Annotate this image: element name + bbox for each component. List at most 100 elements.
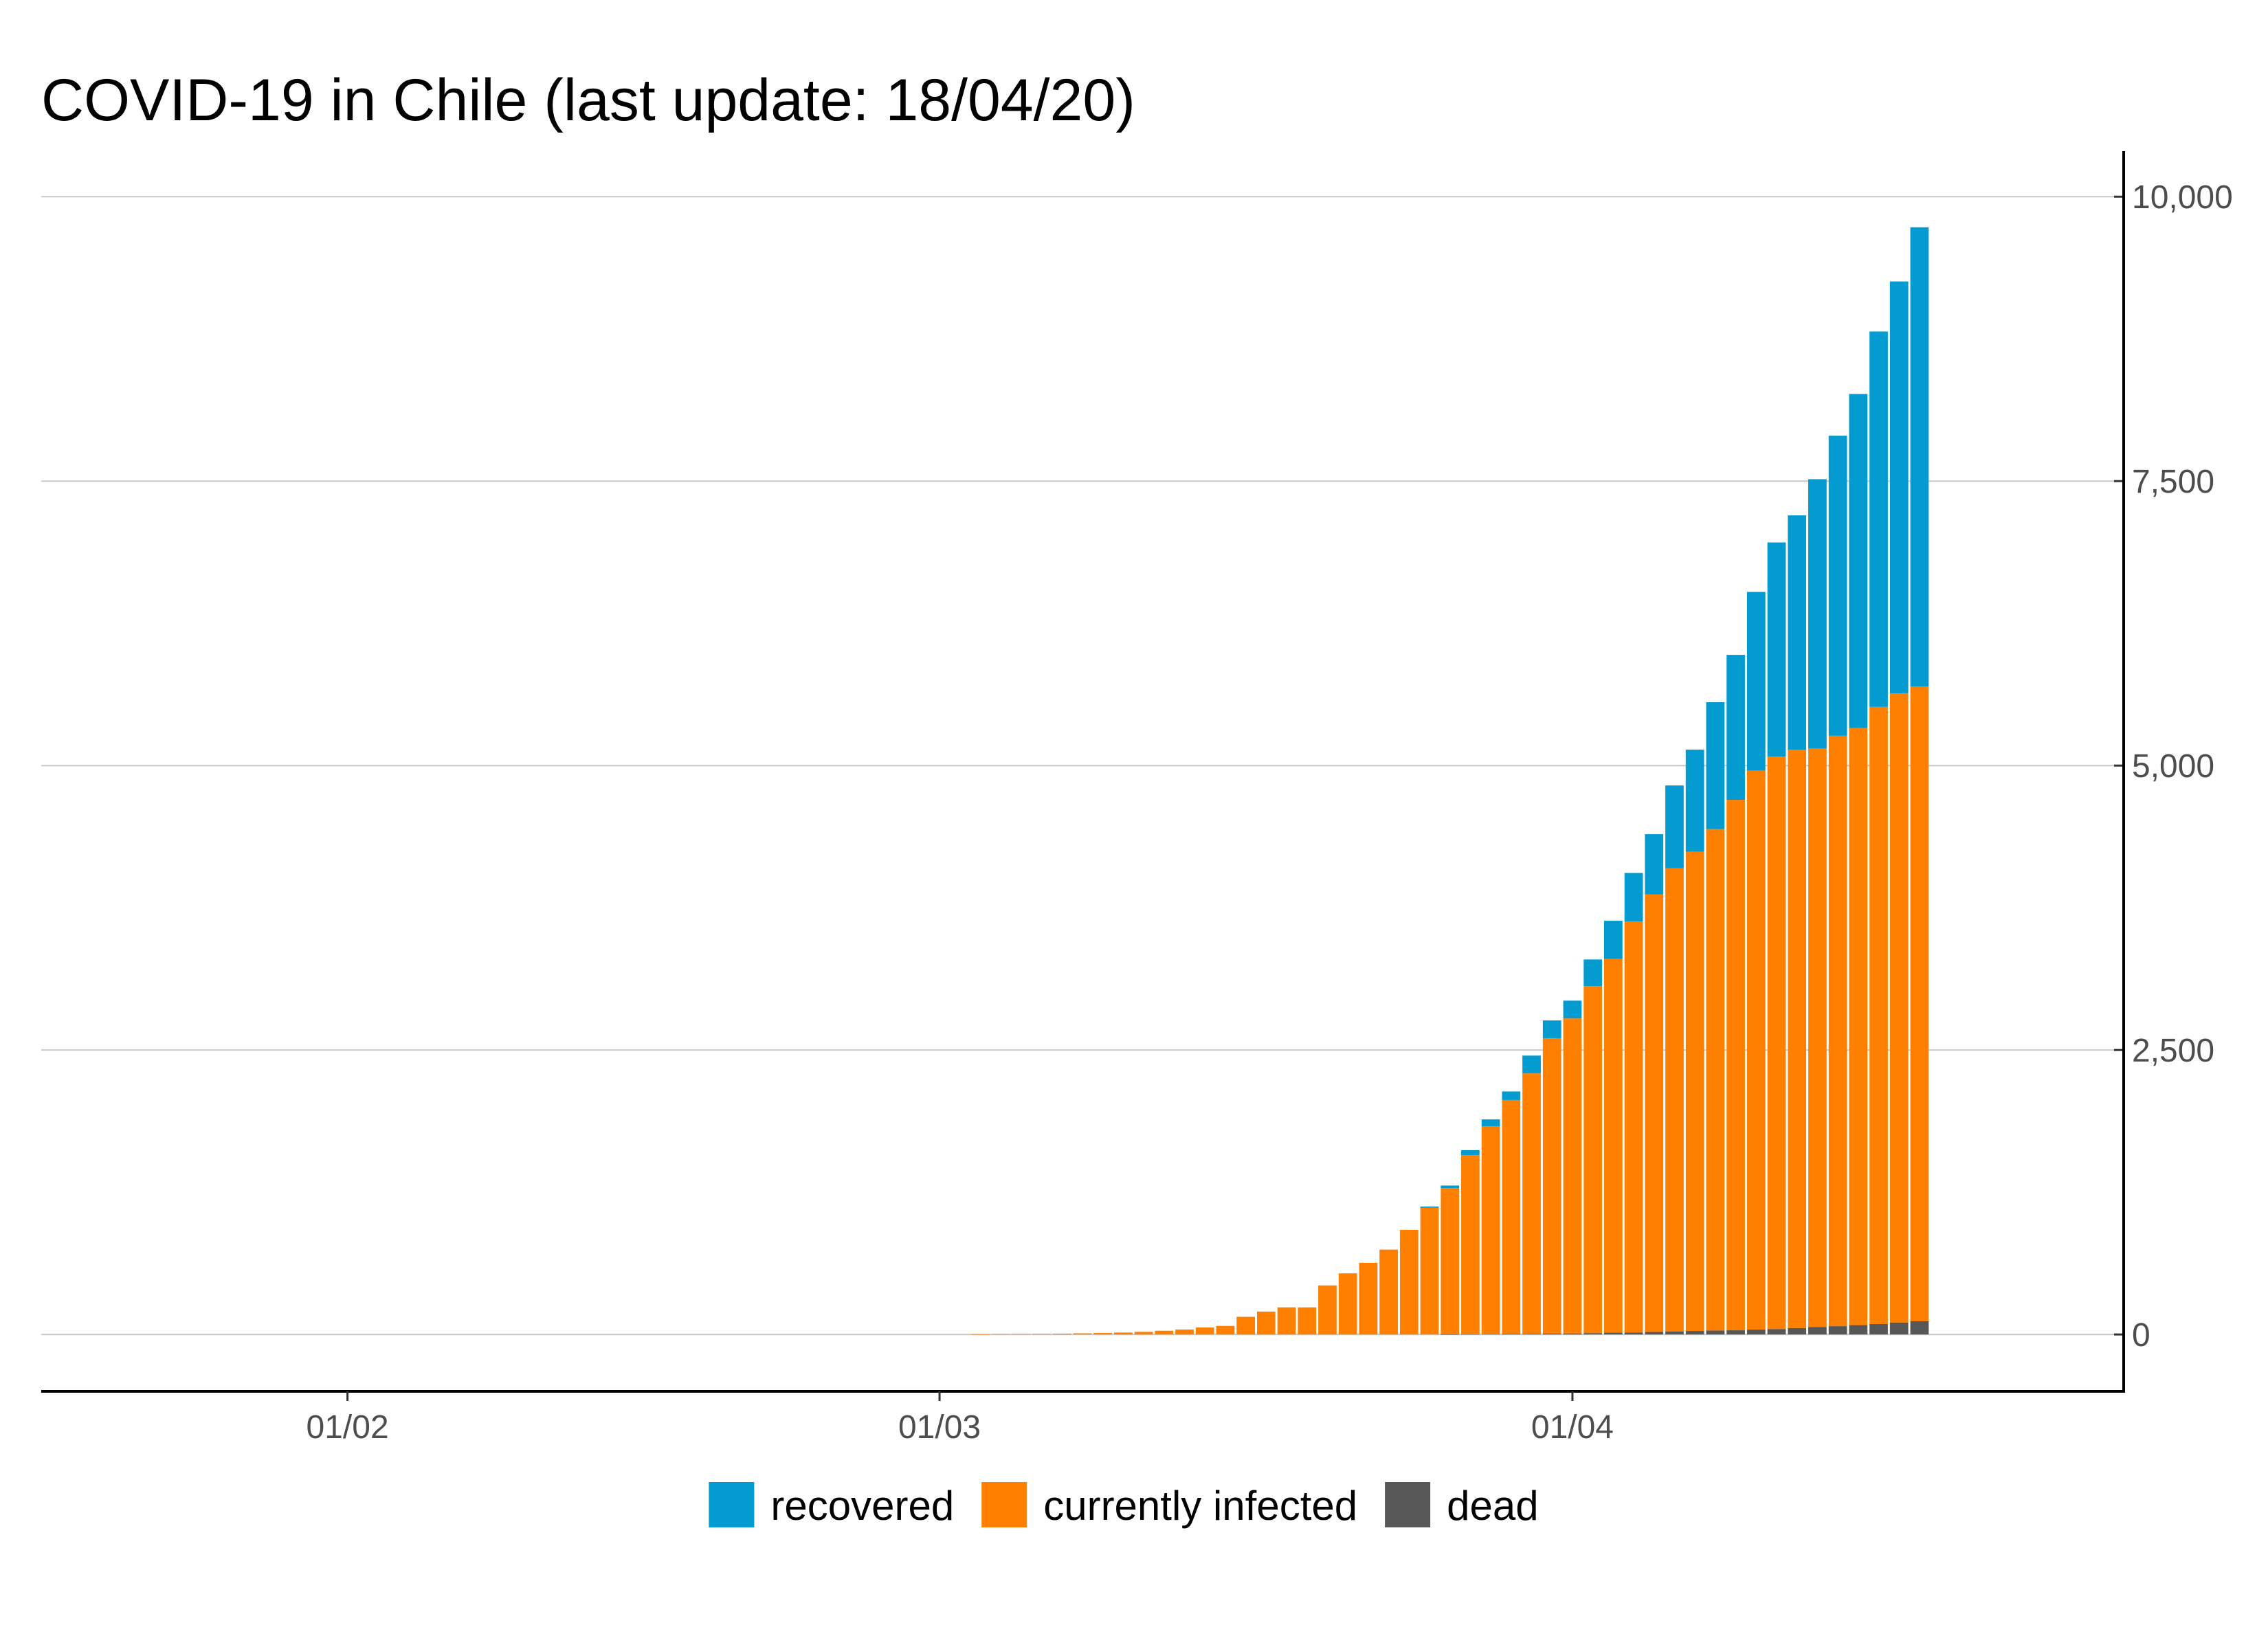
bar-currently-infected xyxy=(1767,756,1786,1330)
bar-currently-infected xyxy=(1706,829,1725,1331)
legend-label-dead: dead xyxy=(1447,1483,1538,1529)
bar-currently-infected xyxy=(1603,958,1623,1333)
bar-recovered xyxy=(1869,331,1888,707)
bar-recovered xyxy=(1583,959,1603,987)
bar-currently-infected xyxy=(1746,770,1766,1330)
bar-currently-infected xyxy=(1665,868,1684,1332)
bar-dead xyxy=(1808,1327,1827,1335)
bar-currently-infected xyxy=(1134,1332,1153,1335)
bar-currently-infected xyxy=(1277,1307,1296,1335)
bar-currently-infected xyxy=(1542,1037,1561,1334)
bar-recovered xyxy=(1481,1119,1500,1127)
x-tick-label: 01/03 xyxy=(898,1409,981,1446)
legend-label-currently-infected: currently infected xyxy=(1043,1483,1357,1529)
bar-dead xyxy=(1502,1334,1521,1335)
bar-recovered xyxy=(1645,834,1664,895)
bar-dead xyxy=(1910,1321,1929,1335)
bar-recovered xyxy=(1522,1055,1541,1074)
legend-swatch-currently-infected xyxy=(981,1482,1027,1527)
y-tick-label: 0 xyxy=(2132,1317,2150,1354)
bar-dead xyxy=(1583,1333,1603,1335)
axes: 0 2,500 5,000 7,500 10,000 01/02 01/03 01/04 xyxy=(41,151,2233,1446)
bar-recovered xyxy=(1706,702,1725,829)
bar-currently-infected xyxy=(1461,1155,1480,1334)
bar-currently-infected xyxy=(1645,894,1664,1332)
bar-recovered xyxy=(1910,227,1929,686)
bar-currently-infected xyxy=(1910,686,1929,1321)
bar-dead xyxy=(1624,1332,1643,1335)
bar-currently-infected xyxy=(1624,921,1643,1333)
bar-dead xyxy=(1685,1331,1704,1335)
bar-recovered xyxy=(1767,542,1786,756)
bar-currently-infected xyxy=(1114,1332,1133,1335)
bar-currently-infected xyxy=(1012,1334,1031,1335)
bar-dead xyxy=(1869,1323,1888,1335)
bar-recovered xyxy=(1441,1185,1460,1189)
bar-dead xyxy=(1788,1327,1807,1335)
legend-swatch-dead xyxy=(1385,1482,1431,1527)
bar-currently-infected xyxy=(1685,851,1704,1332)
bar-currently-infected xyxy=(991,1334,1010,1335)
bar-dead xyxy=(1645,1332,1664,1335)
bar-currently-infected xyxy=(1256,1311,1276,1335)
bar-recovered xyxy=(1502,1091,1521,1100)
bar-recovered xyxy=(1889,281,1909,694)
bar-currently-infected xyxy=(1195,1327,1214,1335)
bar-recovered xyxy=(1746,592,1766,771)
bar-recovered xyxy=(1420,1207,1439,1208)
bar-dead xyxy=(1746,1330,1766,1335)
bar-currently-infected xyxy=(1849,728,1868,1325)
bar-currently-infected xyxy=(1175,1330,1194,1335)
bar-currently-infected xyxy=(1073,1333,1092,1335)
bar-currently-infected xyxy=(1889,693,1909,1323)
bar-currently-infected xyxy=(1236,1316,1256,1335)
x-tick-label: 01/02 xyxy=(307,1409,389,1446)
bar-currently-infected xyxy=(1338,1273,1357,1335)
bar-recovered xyxy=(1788,515,1807,750)
bar-currently-infected xyxy=(1155,1330,1174,1335)
x-tick-label: 01/04 xyxy=(1531,1409,1614,1446)
bar-recovered xyxy=(1665,785,1684,868)
chart-title: COVID-19 in Chile (last update: 18/04/20… xyxy=(41,67,1135,133)
bar-currently-infected xyxy=(1359,1262,1378,1335)
bar-currently-infected xyxy=(1093,1333,1113,1335)
bar-dead xyxy=(1665,1331,1684,1335)
bar-currently-infected xyxy=(1522,1073,1541,1334)
bar-dead xyxy=(1481,1334,1500,1335)
bar-currently-infected xyxy=(971,1334,990,1335)
y-tick-label: 5,000 xyxy=(2132,748,2214,785)
bar-recovered xyxy=(1808,479,1827,749)
bar-currently-infected xyxy=(1441,1188,1460,1335)
y-tick-label: 10,000 xyxy=(2132,179,2233,216)
bar-currently-infected xyxy=(1318,1285,1337,1335)
bars xyxy=(971,227,1929,1335)
legend-swatch-recovered xyxy=(709,1482,755,1527)
bar-currently-infected xyxy=(1298,1307,1317,1335)
bar-currently-infected xyxy=(1399,1229,1419,1335)
bar-dead xyxy=(1849,1325,1868,1335)
bar-dead xyxy=(1767,1329,1786,1335)
bar-recovered xyxy=(1624,873,1643,922)
bar-dead xyxy=(1461,1334,1480,1335)
bar-recovered xyxy=(1849,394,1868,728)
bar-recovered xyxy=(1726,655,1745,800)
bar-recovered xyxy=(1603,921,1623,959)
bar-currently-infected xyxy=(1502,1099,1521,1334)
bar-dead xyxy=(1889,1322,1909,1335)
bar-currently-infected xyxy=(1216,1325,1235,1335)
bar-currently-infected xyxy=(1828,735,1847,1327)
y-tick-label: 7,500 xyxy=(2132,464,2214,500)
bar-recovered xyxy=(1828,436,1847,736)
bar-recovered xyxy=(1685,750,1704,852)
bar-recovered xyxy=(1542,1020,1561,1038)
bar-dead xyxy=(1726,1330,1745,1335)
bar-currently-infected xyxy=(1481,1126,1500,1334)
bar-currently-infected xyxy=(1379,1249,1398,1335)
bar-currently-infected xyxy=(1726,800,1745,1331)
bar-dead xyxy=(1828,1326,1847,1335)
bar-currently-infected xyxy=(1869,706,1888,1324)
bar-currently-infected xyxy=(1420,1207,1439,1335)
bar-recovered xyxy=(1461,1149,1480,1156)
bar-dead xyxy=(1603,1332,1623,1335)
